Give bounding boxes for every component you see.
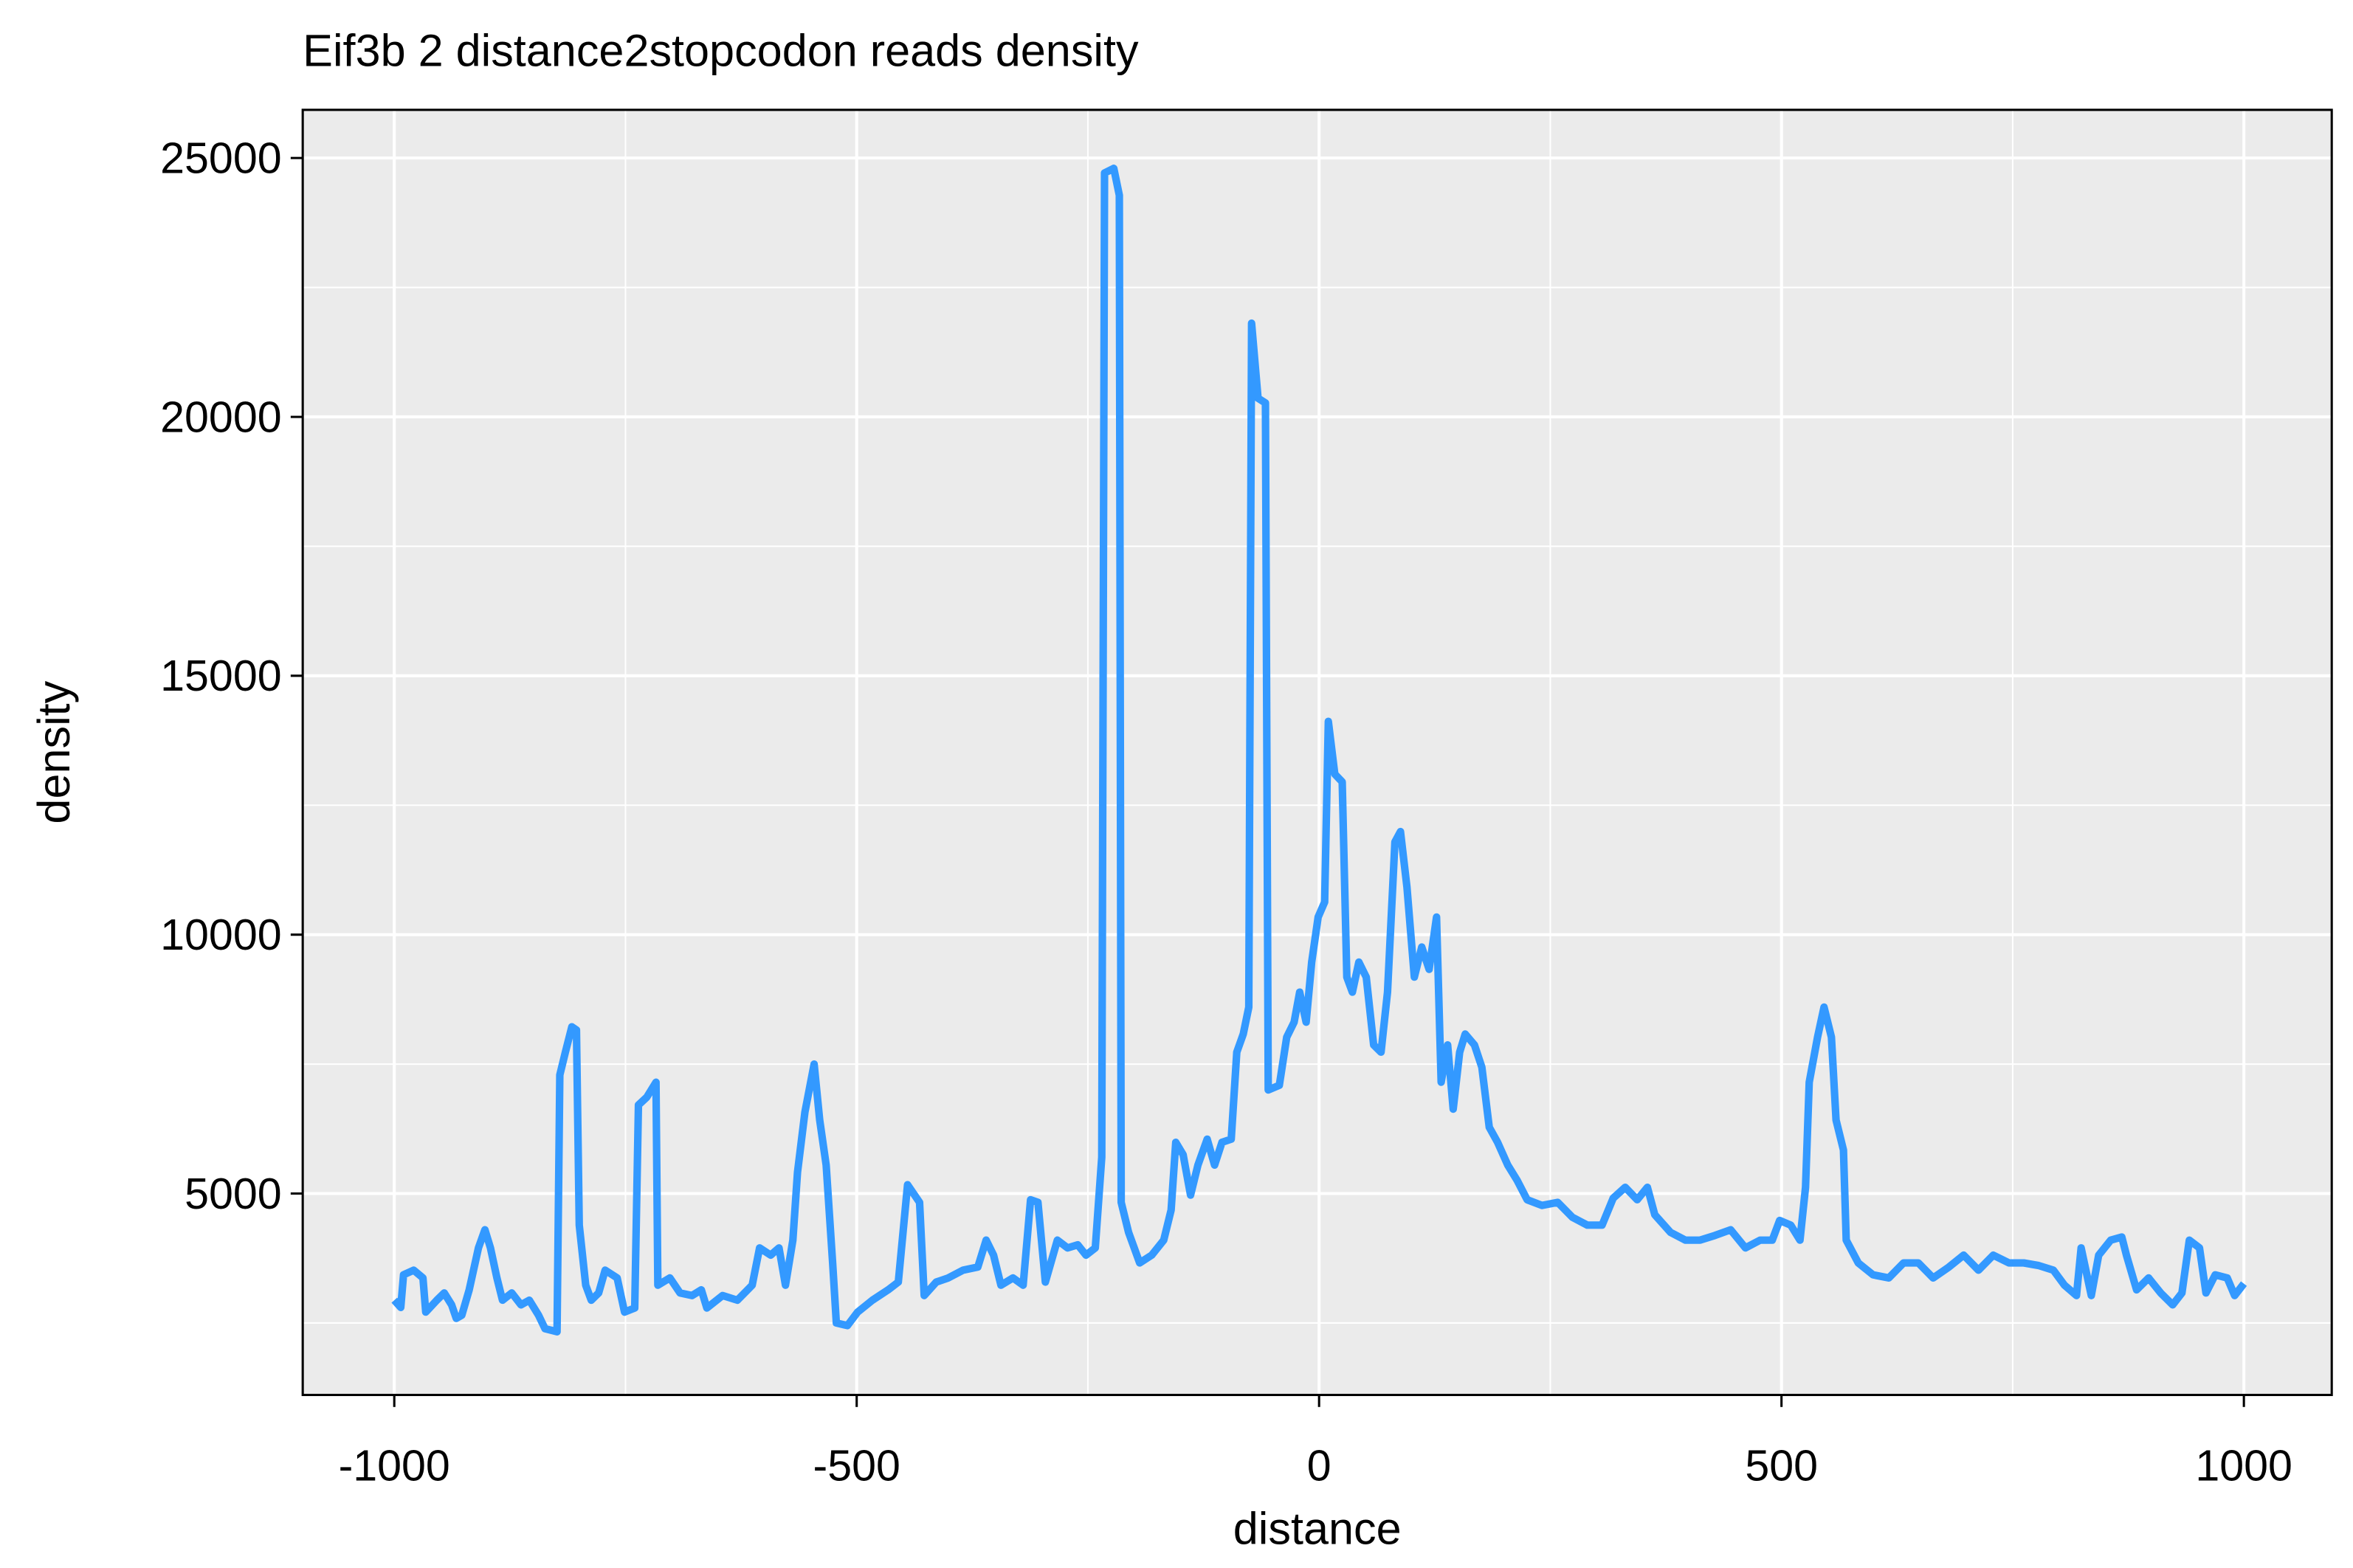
marks	[391, 165, 2247, 1336]
x-tick-label: 0	[1307, 1441, 1331, 1491]
y-tick-label: 15000	[160, 651, 281, 700]
y-tick-label: 25000	[160, 134, 281, 183]
x-tick-label: 500	[1745, 1441, 1818, 1491]
x-tick-label: -1000	[339, 1441, 450, 1491]
x-tick-label: -500	[813, 1441, 900, 1491]
y-tick-label: 20000	[160, 392, 281, 441]
y-tick-label: 5000	[185, 1169, 282, 1218]
chart-title: Eif3b 2 distance2stopcodon reads density	[303, 26, 1139, 76]
plot-panel	[303, 109, 2332, 1395]
data-line	[391, 165, 2247, 1336]
x-tick-label: 1000	[2195, 1441, 2292, 1491]
x-axis-label: distance	[1233, 1503, 1402, 1553]
y-tick-label: 10000	[160, 910, 281, 959]
y-axis-label: density	[29, 680, 79, 823]
panel-border	[301, 108, 2333, 1397]
grid	[303, 109, 2332, 1395]
